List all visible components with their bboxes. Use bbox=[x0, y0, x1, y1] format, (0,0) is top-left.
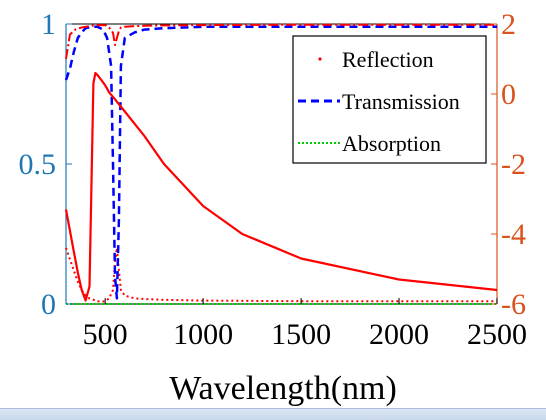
legend-item-absorption: Absorption bbox=[298, 131, 441, 156]
legend-item-reflection: Reflection bbox=[318, 47, 434, 72]
legend-label-transmission: Transmission bbox=[342, 89, 460, 114]
y-tick-label: 0.5 bbox=[19, 148, 57, 181]
series-reflection bbox=[65, 247, 497, 303]
x-tick-label: 1500 bbox=[271, 318, 331, 351]
legend-marker-reflection bbox=[318, 57, 322, 61]
x-tick-label: 500 bbox=[83, 318, 128, 351]
y-right-tick-label: 2 bbox=[501, 8, 516, 41]
legend-item-transmission: Transmission bbox=[298, 89, 460, 114]
x-tick-label: 2000 bbox=[369, 318, 429, 351]
legend: Reflection Transmission Absorption bbox=[292, 35, 487, 164]
window-bottom-strip bbox=[0, 408, 546, 420]
y-right-tick-label: 0 bbox=[501, 78, 516, 111]
y-tick-label: 0 bbox=[41, 288, 56, 321]
y-right-tick-label: -4 bbox=[501, 218, 526, 251]
legend-label-reflection: Reflection bbox=[342, 47, 434, 72]
x-axis-label: Wavelength(nm) bbox=[169, 370, 397, 407]
y-right-tick-label: -2 bbox=[501, 148, 526, 181]
x-tick-label: 2500 bbox=[467, 318, 527, 351]
series-4-line bbox=[65, 23, 497, 60]
x-tick-label: 1000 bbox=[173, 318, 233, 351]
series-transmission bbox=[64, 25, 497, 300]
legend-label-absorption: Absorption bbox=[342, 131, 441, 156]
series-3-line bbox=[64, 71, 498, 302]
y-right-tick-label: -6 bbox=[501, 288, 526, 321]
series-layer bbox=[64, 23, 498, 305]
y-tick-label: 1 bbox=[41, 8, 56, 41]
